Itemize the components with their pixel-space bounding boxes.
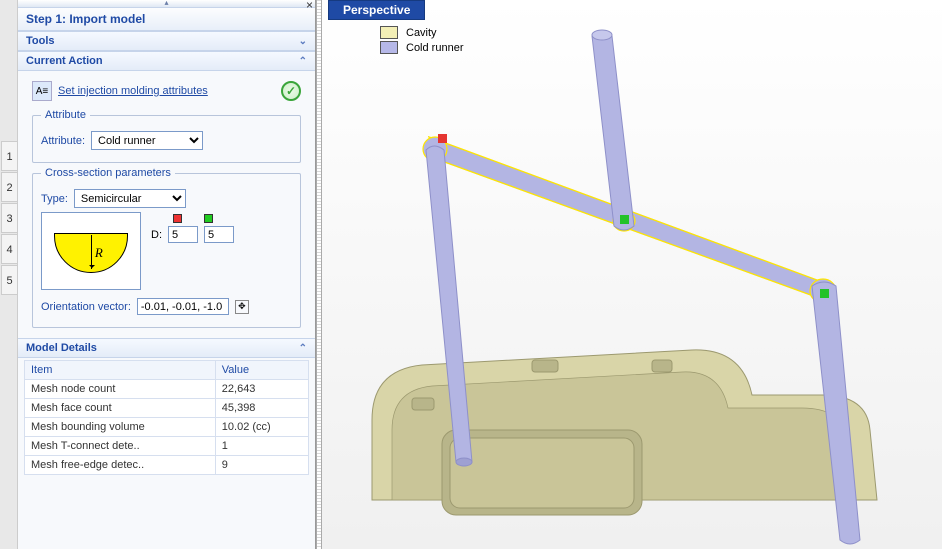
- chevron-down-icon: ⌄: [299, 36, 307, 47]
- section-tools[interactable]: Tools ⌄: [18, 31, 315, 51]
- swatch-red: [173, 214, 182, 223]
- table-row: Mesh node count22,643: [25, 380, 309, 399]
- section-current-action-label: Current Action: [26, 55, 103, 67]
- set-attributes-link[interactable]: Set injection molding attributes: [58, 85, 208, 97]
- model-details-body: Item Value Mesh node count22,643 Mesh fa…: [18, 358, 315, 481]
- d1-input[interactable]: [168, 226, 198, 243]
- table-header-row: Item Value: [25, 361, 309, 380]
- side-panel: × ▴ Step 1: Import model Tools ⌄ Current…: [18, 0, 316, 549]
- attribute-select[interactable]: Cold runner: [91, 131, 203, 150]
- chevron-up-icon: ⌃: [299, 56, 307, 67]
- type-select[interactable]: Semicircular: [74, 189, 186, 208]
- table-row: Mesh bounding volume10.02 (cc): [25, 418, 309, 437]
- wizard-step-tabs: 1 2 3 4 5: [0, 0, 18, 549]
- current-action-body: A≡ Set injection molding attributes ✓ At…: [18, 71, 315, 338]
- table-row: Mesh T-connect dete..1: [25, 437, 309, 456]
- section-tools-label: Tools: [26, 35, 55, 47]
- step-tab-2[interactable]: 2: [1, 172, 17, 202]
- attribute-label: Attribute:: [41, 135, 85, 147]
- status-ok-icon: ✓: [281, 81, 301, 101]
- swatch-green: [204, 214, 213, 223]
- orientation-input[interactable]: [137, 298, 229, 315]
- orientation-label: Orientation vector:: [41, 301, 131, 313]
- type-label: Type:: [41, 193, 68, 205]
- cross-section-diagram: R: [41, 212, 141, 290]
- panel-scroll-up[interactable]: ▴: [18, 0, 315, 8]
- attribute-legend: Attribute: [41, 109, 90, 121]
- step-title: Step 1: Import model: [18, 8, 315, 31]
- section-current-action[interactable]: Current Action ⌃: [18, 51, 315, 71]
- marker-green: [620, 215, 629, 224]
- viewport-3d[interactable]: Perspective Cavity Cold runner: [322, 0, 942, 549]
- section-model-details[interactable]: Model Details ⌃: [18, 338, 315, 358]
- col-item: Item: [25, 361, 216, 380]
- viewport-canvas[interactable]: [322, 0, 942, 549]
- model-details-table: Item Value Mesh node count22,643 Mesh fa…: [24, 360, 309, 475]
- section-model-details-label: Model Details: [26, 342, 97, 354]
- cross-section-fieldset: Cross-section parameters Type: Semicircu…: [32, 167, 301, 328]
- d2-input[interactable]: [204, 226, 234, 243]
- radius-label: R: [95, 245, 103, 261]
- step-tab-4[interactable]: 4: [1, 234, 17, 264]
- step-tab-5[interactable]: 5: [1, 265, 17, 295]
- step-tab-1[interactable]: 1: [1, 141, 17, 171]
- table-row: Mesh free-edge detec..9: [25, 456, 309, 475]
- table-row: Mesh face count45,398: [25, 399, 309, 418]
- cross-section-legend: Cross-section parameters: [41, 167, 175, 179]
- marker-green: [820, 289, 829, 298]
- step-tab-3[interactable]: 3: [1, 203, 17, 233]
- attributes-icon: A≡: [32, 81, 52, 101]
- d-label: D:: [151, 229, 162, 241]
- chevron-up-icon: ⌃: [299, 343, 307, 354]
- close-icon[interactable]: ×: [306, 0, 313, 12]
- attribute-fieldset: Attribute Attribute: Cold runner: [32, 109, 301, 163]
- marker-red: [438, 134, 447, 143]
- pick-vector-icon[interactable]: ✥: [235, 300, 249, 314]
- col-value: Value: [215, 361, 308, 380]
